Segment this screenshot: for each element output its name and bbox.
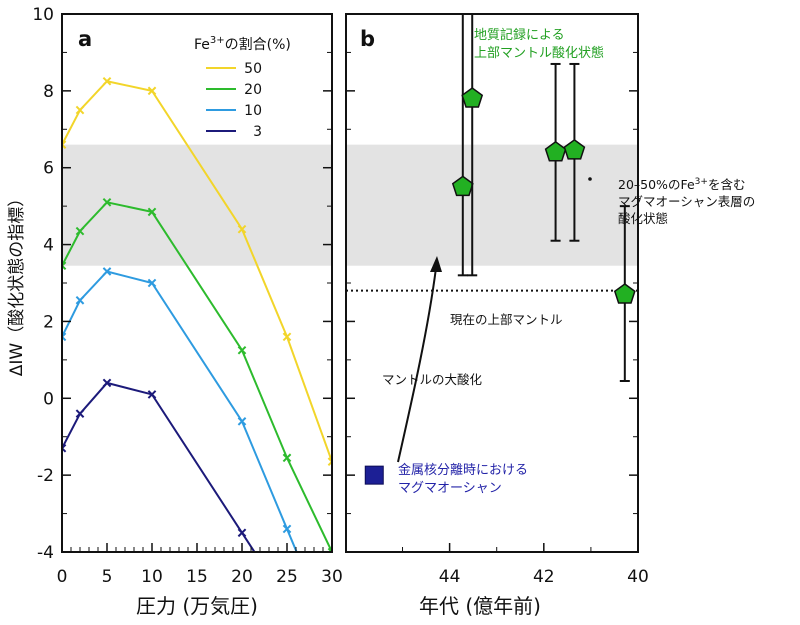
series-marker-50-5 (282, 332, 292, 342)
series-marker-10-0 (62, 332, 67, 342)
x-tick-label-a-0: 0 (57, 567, 68, 587)
series-marker-20-6 (327, 547, 332, 552)
panel-b-frame (345, 13, 639, 553)
panel-b: 44 42 40 b 年代 (億年前) 地質記録による 上部マントル酸化状態 20–… (345, 13, 755, 618)
x-tick-label-b-44: 44 (439, 567, 461, 587)
series-line-50 (62, 80, 332, 463)
great-oxidation-arrow (397, 267, 437, 463)
panel-b-ticks: 44 42 40 (402, 543, 649, 587)
series-marker-50-4 (237, 224, 247, 234)
panel-b-band (346, 144, 638, 266)
series-20 (62, 197, 332, 552)
y-tick-label--2: -2 (37, 466, 54, 486)
legend-title: Fe3+の割合(%) (194, 35, 291, 53)
series-marker-50-3 (147, 86, 157, 96)
magma-ocean-square-point (364, 465, 384, 485)
panel-b-xlabel: 年代 (億年前) (419, 594, 541, 618)
series-marker-3-2 (102, 378, 112, 388)
pentagon-marker (544, 140, 567, 162)
legend-label-10: 10 (244, 103, 262, 119)
series-marker-3-4 (237, 528, 247, 538)
series-line-20 (62, 201, 332, 552)
series-marker-20-0 (62, 261, 67, 271)
x-tick-label-a-30: 30 (321, 567, 343, 587)
series-marker-20-4 (237, 345, 247, 355)
panel-b-label: b (360, 27, 375, 51)
series-marker-50-1 (75, 105, 85, 115)
geologic-record-point-4 (563, 62, 586, 242)
band-annotation-marker (588, 177, 592, 181)
y-tick-label-10: 10 (32, 5, 54, 25)
band-annotation-line2: マグマオーシャン表層の (618, 194, 755, 209)
y-tick-label-6: 6 (43, 159, 54, 179)
series-marker-20-1 (75, 226, 85, 236)
y-tick-label-4: 4 (43, 236, 54, 256)
series-marker-10-1 (75, 295, 85, 305)
series-marker-10-3 (147, 278, 157, 288)
legend-label-50: 50 (244, 61, 262, 77)
x-tick-label-a-5: 5 (102, 567, 113, 587)
panel-a-xlabel: 圧力 (万気圧) (136, 594, 258, 618)
series-marker-10-2 (102, 267, 112, 276)
panel-a-label: a (78, 27, 92, 51)
panel-a-series (62, 76, 332, 552)
x-tick-label-a-15: 15 (186, 567, 208, 587)
y-tick-label-8: 8 (43, 82, 54, 102)
x-tick-label-a-20: 20 (231, 567, 253, 587)
geologic-record-label-line2: 上部マントル酸化状態 (474, 45, 604, 61)
legend-items: 50 20 10 3 (206, 61, 262, 140)
band-annotation-line3: 酸化状態 (618, 211, 668, 226)
series-10 (62, 267, 298, 552)
pentagon-marker (451, 175, 474, 197)
great-oxidation-label: マントルの大酸化 (382, 372, 483, 387)
magma-ocean-label-line2: マグマオーシャン (398, 481, 502, 496)
panel-a-frame (61, 13, 333, 553)
pentagon-marker (613, 283, 636, 304)
panel-b-points (451, 14, 636, 382)
series-50 (62, 76, 332, 466)
band-annotation-line1: 20–50%のFe3+を含む (618, 177, 745, 192)
series-3 (62, 378, 256, 552)
pentagon-marker (461, 87, 484, 108)
series-marker-10-4 (237, 417, 247, 426)
x-tick-label-a-25: 25 (276, 567, 298, 587)
series-line-3 (62, 381, 256, 552)
legend-label-20: 20 (244, 82, 262, 98)
series-marker-3-3 (147, 390, 157, 399)
series-line-10 (62, 270, 298, 552)
panel-a-ticks: 0 5 10 15 20 25 30 -4 -2 0 2 4 6 8 10 (32, 5, 638, 587)
series-marker-20-5 (282, 453, 292, 463)
panel-a: 0 5 10 15 20 25 30 -4 -2 0 2 4 6 8 10 a 圧力 (万気圧) ΔIW（酸… (7, 5, 638, 618)
geologic-record-point-5 (613, 205, 636, 382)
x-tick-label-a-10: 10 (141, 567, 163, 587)
x-tick-label-b-42: 42 (533, 567, 555, 587)
great-oxidation-arrowhead (430, 256, 442, 272)
geologic-record-label-line1: 地質記録による (474, 27, 565, 43)
legend: Fe3+の割合(%) 50 20 10 3 (194, 35, 291, 140)
y-tick-label-2: 2 (43, 312, 54, 332)
series-marker-50-6 (327, 457, 332, 466)
series-marker-20-3 (147, 207, 157, 217)
panel-a-band (62, 144, 332, 266)
series-marker-3-0 (62, 443, 67, 453)
present-upper-mantle-label: 現在の上部マントル (450, 312, 563, 327)
series-marker-20-2 (102, 197, 112, 207)
series-marker-10-5 (282, 524, 292, 534)
series-marker-50-2 (102, 76, 112, 86)
y-tick-label-0: 0 (43, 389, 54, 409)
panel-a-ylabel: ΔIW（酸化状態の指標） (7, 190, 27, 376)
series-marker-50-0 (62, 140, 67, 149)
y-tick-label--4: -4 (37, 543, 54, 563)
series-marker-3-1 (75, 409, 85, 418)
legend-label-3: 3 (253, 124, 262, 140)
x-tick-label-b-40: 40 (627, 567, 649, 587)
geologic-record-point-2 (461, 14, 484, 277)
magma-ocean-label-line1: 金属核分離時における (398, 462, 528, 478)
pentagon-marker (563, 138, 586, 160)
geologic-record-point-1 (451, 14, 474, 277)
